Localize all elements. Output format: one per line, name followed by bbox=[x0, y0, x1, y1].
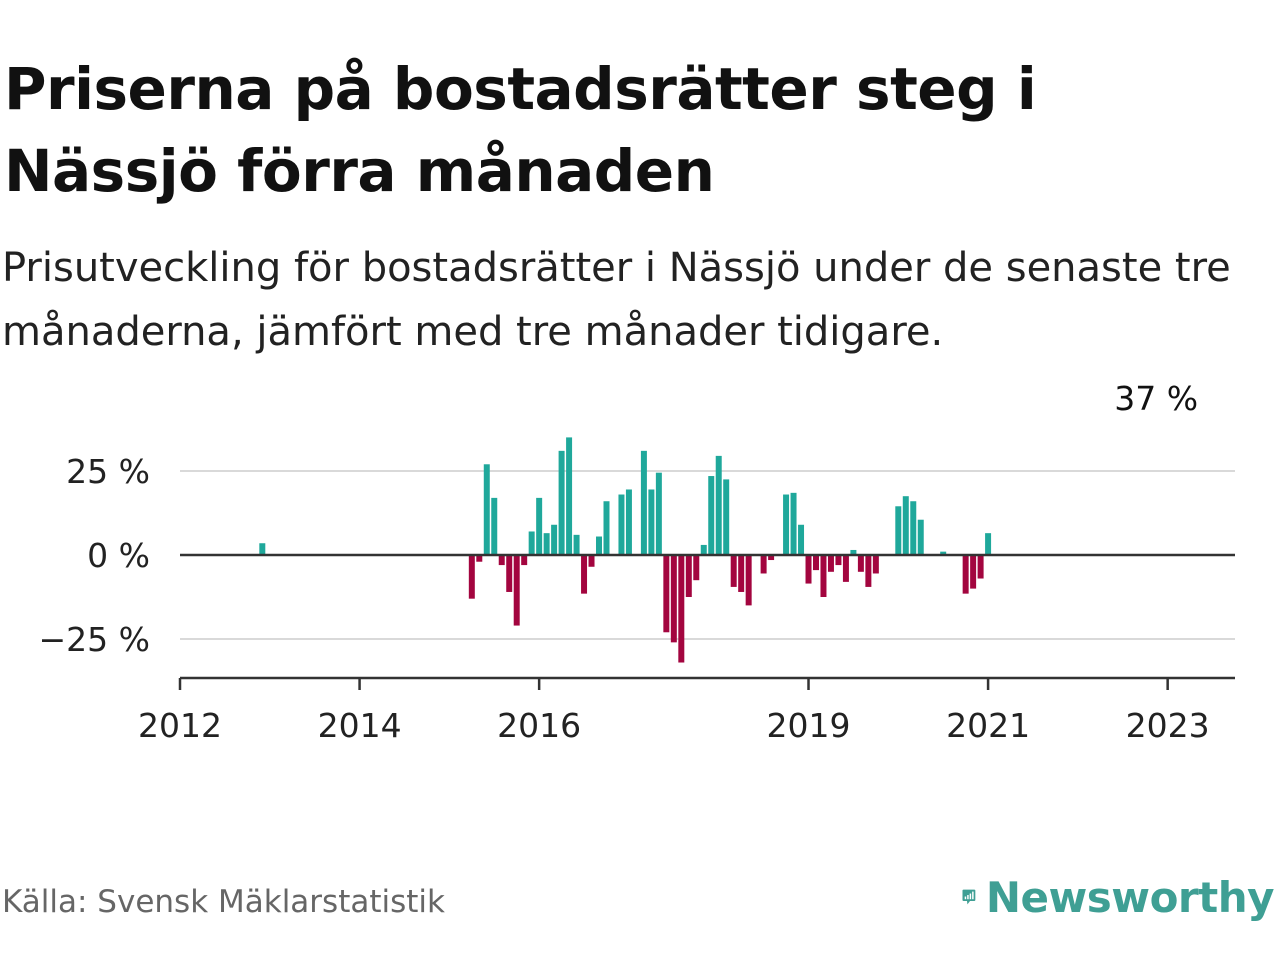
bar bbox=[805, 555, 812, 584]
bar bbox=[872, 555, 879, 574]
bar bbox=[588, 555, 595, 567]
bar bbox=[910, 501, 917, 555]
bar bbox=[970, 555, 977, 589]
bar bbox=[985, 533, 992, 555]
bar bbox=[820, 555, 827, 597]
bar bbox=[528, 531, 535, 555]
bar bbox=[760, 555, 767, 574]
bar bbox=[700, 544, 707, 555]
bar bbox=[678, 555, 685, 663]
bar-series bbox=[259, 437, 992, 663]
bar bbox=[895, 506, 902, 555]
x-tick-label: 2021 bbox=[946, 706, 1030, 745]
bar bbox=[693, 555, 700, 581]
bar bbox=[513, 555, 520, 626]
latest-value-label: 37 % bbox=[1114, 379, 1198, 418]
bar bbox=[618, 494, 625, 555]
bar bbox=[768, 555, 775, 561]
bar bbox=[521, 555, 528, 566]
bar bbox=[902, 496, 909, 555]
bar bbox=[558, 450, 565, 555]
chart-subtitle: Prisutveckling för bostadsrätter i Nässj… bbox=[2, 245, 1231, 355]
x-tick-label: 2023 bbox=[1126, 706, 1210, 745]
bar bbox=[581, 555, 588, 594]
bar bbox=[738, 555, 745, 592]
bar bbox=[813, 555, 819, 571]
bar bbox=[640, 450, 647, 555]
axes bbox=[178, 553, 1235, 690]
bar bbox=[648, 489, 655, 555]
bar bbox=[663, 555, 670, 633]
bar bbox=[536, 497, 543, 555]
bar-chart: −25 % 0 % 25 % 2012 2014 2016 2019 2021 2023 37 % bbox=[39, 379, 1235, 745]
bar bbox=[783, 494, 790, 555]
bar bbox=[865, 555, 872, 587]
bar bbox=[977, 555, 984, 579]
bar bbox=[566, 437, 573, 555]
bar bbox=[498, 555, 505, 566]
bar bbox=[708, 476, 715, 555]
bar bbox=[835, 555, 842, 566]
x-tick-label: 2016 bbox=[497, 706, 581, 745]
source-note: Källa: Svensk Mäklarstatistik bbox=[2, 884, 445, 920]
chart-title: Priserna på bostadsrätter steg i Nässjö … bbox=[4, 55, 1037, 205]
brand-name: Newsworthy bbox=[985, 872, 1275, 922]
bar bbox=[723, 479, 730, 555]
bar bbox=[603, 501, 610, 555]
bar bbox=[655, 472, 662, 555]
bar bbox=[259, 543, 266, 555]
y-tick-label: 25 % bbox=[66, 452, 150, 491]
bar-chart-speech-bubble-icon bbox=[962, 889, 976, 905]
bar bbox=[850, 549, 857, 555]
grid-lines bbox=[180, 470, 1235, 640]
x-tick-label: 2019 bbox=[767, 706, 851, 745]
y-tick-label: −25 % bbox=[39, 620, 151, 659]
bar bbox=[596, 536, 602, 555]
bar bbox=[506, 555, 513, 592]
bar bbox=[543, 533, 550, 555]
bar bbox=[917, 519, 924, 555]
x-tick-label: 2014 bbox=[318, 706, 402, 745]
bar bbox=[962, 555, 969, 594]
bar bbox=[730, 555, 737, 587]
y-tick-label: 0 % bbox=[87, 536, 150, 575]
bar bbox=[842, 555, 849, 582]
x-tick-label: 2012 bbox=[138, 706, 222, 745]
bar bbox=[745, 555, 752, 606]
bar bbox=[468, 555, 475, 599]
bar bbox=[625, 489, 632, 555]
bar bbox=[476, 555, 483, 562]
bar bbox=[715, 455, 722, 555]
bar bbox=[573, 534, 580, 555]
bar bbox=[940, 551, 947, 555]
chart-labels: −25 % 0 % 25 % 2012 2014 2016 2019 2021 2023 37 % bbox=[39, 379, 1210, 745]
bar bbox=[491, 497, 498, 555]
bar bbox=[857, 555, 864, 572]
bar bbox=[685, 555, 692, 597]
bar bbox=[551, 524, 558, 555]
bar bbox=[483, 464, 490, 555]
bar bbox=[790, 492, 797, 555]
bar bbox=[670, 555, 677, 643]
bar bbox=[798, 524, 805, 555]
newsworthy-logo: Newsworthy bbox=[962, 862, 1275, 932]
bar bbox=[827, 555, 834, 572]
